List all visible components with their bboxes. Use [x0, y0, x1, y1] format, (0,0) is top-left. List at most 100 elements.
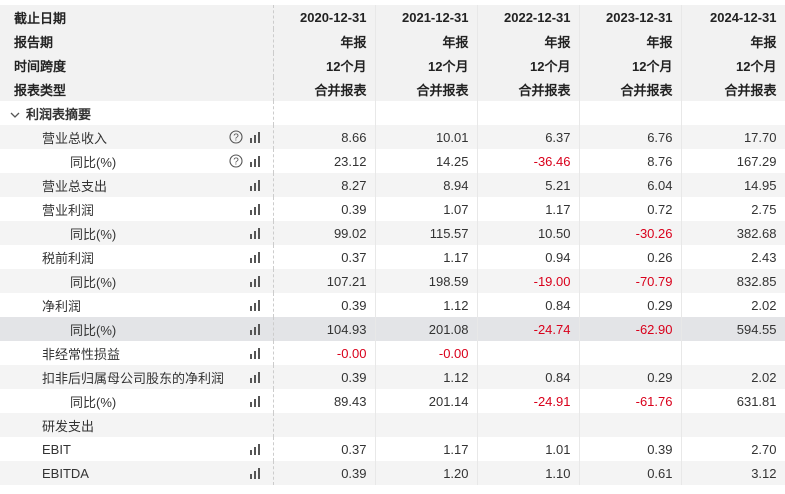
value-text: 8.76: [647, 153, 673, 169]
chart-icon[interactable]: [249, 202, 263, 216]
value-cell: 0.39: [273, 365, 376, 389]
row-label-text: EBITDA: [42, 465, 89, 481]
row-label: 营业总收入?: [0, 125, 274, 149]
chart-icon[interactable]: [249, 466, 263, 480]
data-row: 非经常性损益 -0.00 -0.00: [0, 341, 785, 365]
empty-cell: [375, 101, 478, 125]
value-text: 594.55: [736, 321, 777, 337]
row-icons: [249, 370, 263, 387]
row-label-text: 同比(%): [70, 274, 117, 290]
row-label: 扣非后归属母公司股东的净利润: [0, 365, 274, 389]
header-cell-text: 年报: [646, 34, 673, 50]
value-text: -0.00: [438, 345, 469, 361]
row-label: 同比(%)?: [0, 149, 274, 173]
value-text: 104.93: [326, 321, 367, 337]
data-row: 研发支出: [0, 413, 785, 437]
header-cell: 2022-12-31: [477, 5, 580, 29]
data-row: 同比(%) 104.93 201.08 -24.74 -62.90 594.55: [0, 317, 785, 341]
value-cell: 107.21: [273, 269, 376, 293]
value-text: 1.01: [545, 441, 571, 457]
section-label: 利润表摘要: [0, 101, 274, 125]
header-row: 时间跨度 12个月 12个月 12个月 12个月 12个月: [0, 53, 785, 77]
row-label: EBITDA: [0, 461, 274, 485]
value-text: 1.12: [443, 369, 469, 385]
value-text: 0.29: [647, 369, 673, 385]
chart-icon[interactable]: [249, 274, 263, 288]
value-cell: 1.12: [375, 365, 478, 389]
header-cell-text: 合并报表: [518, 82, 571, 98]
chart-icon[interactable]: [249, 442, 263, 456]
help-icon[interactable]: ?: [228, 130, 243, 144]
chart-icon[interactable]: [249, 298, 263, 312]
value-cell: 6.04: [579, 173, 682, 197]
chart-icon[interactable]: [249, 370, 263, 384]
value-cell: 1.10: [477, 461, 580, 485]
chart-icon[interactable]: [249, 346, 263, 360]
value-cell: 8.66: [273, 125, 376, 149]
row-label: 净利润: [0, 293, 274, 317]
value-text: -61.76: [635, 393, 673, 409]
header-cell-text: 12个月: [428, 58, 469, 74]
value-text: 3.12: [751, 465, 777, 481]
value-text: -30.26: [635, 225, 673, 241]
header-cell: 合并报表: [477, 77, 580, 101]
value-cell: 1.17: [375, 245, 478, 269]
row-label: 营业总支出: [0, 173, 274, 197]
chart-icon[interactable]: [249, 178, 263, 192]
data-row: 同比(%)? 23.12 14.25 -36.46 8.76 167.29: [0, 149, 785, 173]
value-text: 0.26: [647, 249, 673, 265]
chart-icon[interactable]: [249, 322, 263, 336]
row-label-text: EBIT: [42, 441, 71, 457]
svg-text:?: ?: [233, 157, 239, 168]
header-label-text: 时间跨度: [14, 58, 67, 74]
value-text: 99.02: [333, 225, 367, 241]
data-row: EBITDA 0.39 1.20 1.10 0.61 3.12: [0, 461, 785, 485]
header-cell: 12个月: [579, 53, 682, 77]
chart-icon[interactable]: [249, 250, 263, 264]
chart-icon[interactable]: [249, 130, 263, 144]
header-row: 报告期 年报 年报 年报 年报 年报: [0, 29, 785, 53]
header-cell-text: 合并报表: [724, 82, 777, 98]
header-cell: 2021-12-31: [375, 5, 478, 29]
value-text: 6.04: [647, 177, 673, 193]
chart-icon[interactable]: [249, 394, 263, 408]
value-text: 0.39: [647, 441, 673, 457]
row-icons: [249, 298, 263, 315]
help-icon[interactable]: ?: [228, 154, 243, 168]
empty-cell: [477, 101, 580, 125]
value-text: 14.95: [743, 177, 777, 193]
row-label: 同比(%): [0, 269, 274, 293]
value-text: 89.43: [333, 393, 367, 409]
value-text: 0.39: [341, 297, 367, 313]
value-text: -24.74: [533, 321, 571, 337]
header-label: 报表类型: [0, 77, 274, 101]
header-row: 报表类型 合并报表 合并报表 合并报表 合并报表 合并报表: [0, 77, 785, 101]
row-icons: [249, 322, 263, 339]
value-text: 0.61: [647, 465, 673, 481]
value-cell: -24.74: [477, 317, 580, 341]
header-cell-text: 年报: [442, 34, 469, 50]
header-cell: 合并报表: [375, 77, 478, 101]
value-cell: 167.29: [681, 149, 785, 173]
value-text: 8.94: [443, 177, 469, 193]
row-label: EBIT: [0, 437, 274, 461]
chart-icon[interactable]: [249, 226, 263, 240]
value-cell: 23.12: [273, 149, 376, 173]
value-cell: 5.21: [477, 173, 580, 197]
value-text: 1.07: [443, 201, 469, 217]
row-label: 税前利润: [0, 245, 274, 269]
value-text: 0.37: [341, 441, 367, 457]
value-cell: 1.17: [375, 437, 478, 461]
header-cell: 合并报表: [273, 77, 376, 101]
value-cell: -36.46: [477, 149, 580, 173]
value-cell: 382.68: [681, 221, 785, 245]
value-text: 0.84: [545, 297, 571, 313]
value-cell: 2.02: [681, 365, 785, 389]
value-cell: 201.14: [375, 389, 478, 413]
collapse-icon[interactable]: [10, 110, 20, 120]
header-row: 截止日期 2020-12-31 2021-12-31 2022-12-31 2023-1…: [0, 5, 785, 29]
value-text: 2.02: [751, 369, 777, 385]
value-cell: 0.39: [273, 293, 376, 317]
header-cell: 2020-12-31: [273, 5, 376, 29]
chart-icon[interactable]: [249, 154, 263, 168]
